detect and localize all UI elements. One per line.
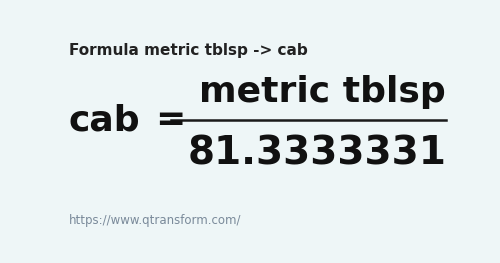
- Text: 81.3333331: 81.3333331: [187, 134, 446, 172]
- Text: cab: cab: [68, 103, 140, 137]
- Text: Formula metric tblsp -> cab: Formula metric tblsp -> cab: [68, 43, 308, 58]
- Text: =: =: [156, 103, 186, 137]
- Text: metric tblsp: metric tblsp: [200, 75, 446, 109]
- Text: https://www.qtransform.com/: https://www.qtransform.com/: [68, 214, 241, 227]
